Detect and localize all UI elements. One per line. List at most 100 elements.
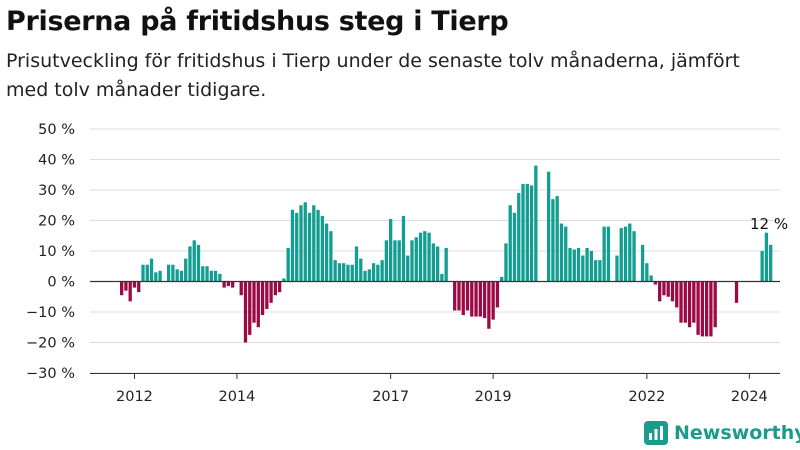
bar <box>670 281 675 302</box>
bar <box>632 231 636 282</box>
bar <box>299 205 303 282</box>
bar <box>559 223 564 282</box>
bar <box>384 240 389 282</box>
bar <box>628 223 632 282</box>
bar <box>461 281 465 316</box>
bar <box>709 281 713 337</box>
bar <box>431 243 436 282</box>
bar <box>683 281 687 323</box>
bar <box>371 263 376 282</box>
bar <box>137 281 141 293</box>
bar <box>418 232 423 282</box>
bar <box>640 244 645 282</box>
bar <box>295 212 299 282</box>
bar <box>760 251 764 282</box>
bar <box>568 247 572 282</box>
bar <box>333 260 337 282</box>
newsworthy-logo[interactable]: Newsworthy <box>644 418 800 448</box>
bar <box>209 270 213 282</box>
bar <box>692 281 696 323</box>
bar <box>764 232 769 282</box>
bar <box>593 260 598 282</box>
bar <box>478 281 482 317</box>
bar <box>124 281 128 291</box>
bar <box>128 281 132 302</box>
bar <box>201 266 205 282</box>
bar <box>184 258 188 282</box>
bar <box>248 281 252 335</box>
bar <box>286 247 290 282</box>
bar <box>495 281 500 308</box>
bar <box>534 165 538 282</box>
brand-name: Newsworthy <box>674 422 800 444</box>
bar <box>120 281 124 296</box>
bar <box>192 240 196 282</box>
bar <box>713 281 717 328</box>
grid-lines <box>90 128 780 374</box>
bar <box>551 199 555 282</box>
bar <box>457 281 461 311</box>
bar <box>589 251 593 282</box>
bar <box>645 263 649 282</box>
bar <box>465 281 470 311</box>
bar <box>269 281 273 303</box>
bar <box>158 270 162 282</box>
bar <box>470 281 474 317</box>
bar <box>649 275 653 282</box>
bar <box>410 240 414 282</box>
bar <box>256 281 260 328</box>
x-axis: 2012 2014 2017 2019 2022 2024 <box>90 373 780 405</box>
bar <box>474 281 478 317</box>
bar <box>581 255 585 282</box>
x-tick-label: 2019 <box>475 389 512 405</box>
bar <box>239 281 243 296</box>
bar <box>363 270 367 282</box>
latest-value-annotation: 12 % <box>750 215 788 233</box>
bar <box>653 281 658 285</box>
bar <box>606 226 611 282</box>
bar <box>512 212 517 282</box>
bar <box>687 281 692 328</box>
bar <box>179 270 184 282</box>
bar <box>658 281 662 302</box>
bar <box>154 272 158 282</box>
bar <box>440 273 444 282</box>
bar <box>401 215 406 282</box>
bar <box>500 276 504 282</box>
y-tick-label: −20 % <box>26 336 75 352</box>
y-tick-label: 20 % <box>38 214 75 230</box>
bar <box>576 247 581 282</box>
bar <box>508 205 512 282</box>
y-tick-label: −30 % <box>26 366 75 382</box>
bar <box>623 226 628 282</box>
bar <box>222 281 226 288</box>
y-tick-label: 50 % <box>38 122 75 138</box>
chart-title: Priserna på fritidshus steg i Tierp <box>6 6 509 37</box>
bar <box>666 281 670 297</box>
y-tick-label: 30 % <box>38 183 75 199</box>
bar <box>307 212 312 282</box>
bar <box>453 281 457 311</box>
bar <box>243 281 248 343</box>
bar <box>734 281 739 303</box>
x-tick-label: 2012 <box>116 389 153 405</box>
bar <box>231 281 235 288</box>
bar <box>312 205 316 282</box>
bar <box>141 264 145 282</box>
bar <box>359 258 363 282</box>
bar <box>282 278 286 282</box>
bar <box>615 255 619 282</box>
y-tick-label: 10 % <box>38 244 75 260</box>
bar <box>482 281 487 319</box>
bar <box>277 281 282 293</box>
bar <box>175 269 179 282</box>
bar <box>149 258 154 282</box>
y-tick-label: −10 % <box>26 305 75 321</box>
bar <box>324 223 329 282</box>
bar <box>572 249 576 282</box>
x-tick-label: 2024 <box>731 389 768 405</box>
bar <box>423 231 427 282</box>
bar <box>342 263 346 282</box>
bar <box>547 171 551 282</box>
